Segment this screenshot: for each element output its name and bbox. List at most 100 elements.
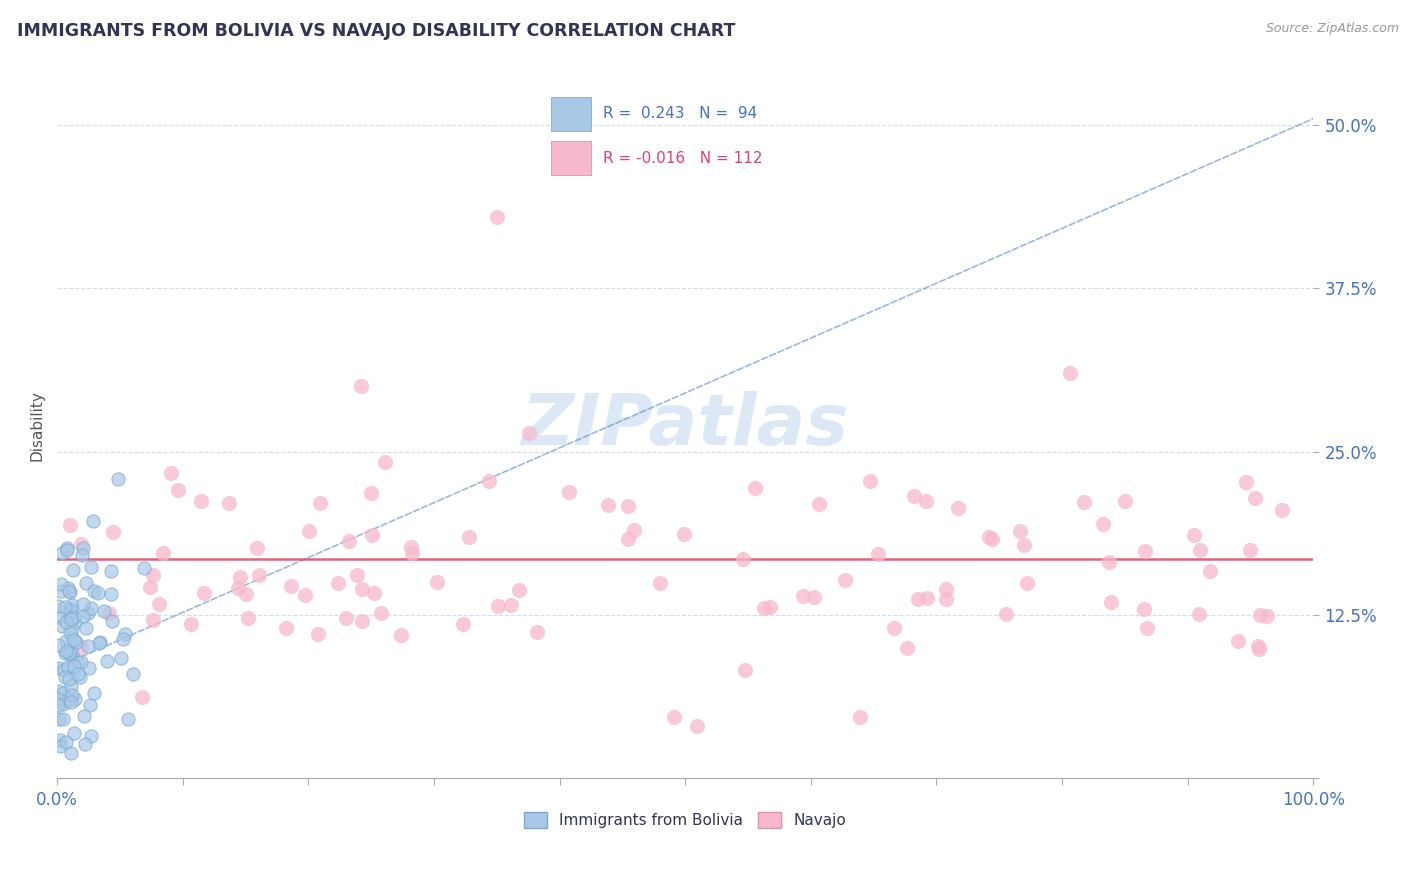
Point: [100, 565, 122, 579]
Point: [350, 379, 373, 393]
Point: [218, 496, 240, 510]
Point: [98, 606, 121, 620]
Point: [66, 655, 89, 669]
Point: [69, 640, 91, 654]
Point: [307, 626, 329, 640]
Point: [60, 631, 83, 645]
Point: [58, 672, 80, 686]
Point: [1239, 542, 1261, 557]
Point: [62, 666, 84, 681]
Point: [48, 609, 70, 624]
Point: [75, 576, 97, 591]
Point: [1098, 555, 1121, 569]
Point: [62, 563, 84, 577]
Point: [100, 587, 122, 601]
Point: [48, 684, 70, 698]
Point: [226, 581, 249, 595]
Point: [808, 497, 831, 511]
Point: [60, 599, 83, 613]
Point: [63, 691, 86, 706]
Point: [148, 597, 170, 611]
Point: [235, 587, 257, 601]
Point: [60, 622, 83, 636]
Point: [63, 659, 86, 673]
Point: [859, 474, 882, 488]
Point: [346, 568, 368, 582]
Point: [70, 548, 93, 562]
Point: [110, 650, 132, 665]
Point: [907, 592, 929, 607]
Point: [981, 532, 1004, 546]
Point: [1015, 575, 1038, 590]
Point: [557, 485, 579, 500]
Point: [59, 695, 82, 709]
Point: [73, 709, 96, 723]
Point: [426, 575, 449, 590]
Point: [326, 575, 349, 590]
Point: [335, 611, 357, 625]
Point: [866, 547, 889, 561]
Point: [792, 589, 814, 603]
Point: [96, 655, 118, 669]
Bar: [551, 97, 591, 131]
Point: [1132, 602, 1154, 616]
Point: [190, 493, 212, 508]
Point: [49, 584, 72, 599]
Point: [159, 466, 181, 480]
Point: [1010, 524, 1032, 538]
Point: [1114, 493, 1136, 508]
Point: [142, 613, 165, 627]
Point: [89, 634, 111, 648]
Point: [55, 643, 77, 657]
Point: [60, 688, 83, 702]
Point: [65, 615, 87, 629]
Point: [236, 611, 259, 625]
Point: [1247, 639, 1270, 653]
Point: [46, 599, 69, 614]
Point: [53, 663, 76, 677]
Point: [508, 582, 530, 597]
Point: [59, 517, 82, 532]
Point: [65, 635, 87, 649]
Point: [193, 586, 215, 600]
Text: IMMIGRANTS FROM BOLIVIA VS NAVAJO DISABILITY CORRELATION CHART: IMMIGRANTS FROM BOLIVIA VS NAVAJO DISABI…: [17, 22, 735, 40]
Point: [834, 574, 856, 588]
Point: [101, 525, 124, 540]
Point: [752, 601, 775, 615]
Point: [56, 581, 79, 595]
Point: [70, 656, 93, 670]
Point: [60, 746, 83, 760]
Point: [63, 609, 86, 624]
Point: [83, 583, 105, 598]
Point: [100, 614, 122, 628]
Point: [734, 663, 756, 677]
Point: [51, 618, 73, 632]
Point: [167, 483, 190, 497]
Point: [759, 599, 782, 614]
Point: [52, 686, 75, 700]
Point: [1234, 475, 1257, 490]
Point: [55, 633, 77, 648]
Point: [82, 514, 104, 528]
Point: [142, 568, 165, 582]
Point: [48, 691, 70, 706]
Point: [87, 636, 110, 650]
Point: [72, 609, 94, 624]
Point: [246, 541, 269, 555]
Point: [1271, 502, 1294, 516]
Point: [485, 210, 508, 224]
Point: [83, 686, 105, 700]
Text: ZIPatlas: ZIPatlas: [522, 391, 849, 460]
Point: [1092, 517, 1115, 532]
Point: [247, 568, 270, 582]
Point: [46, 638, 69, 652]
Point: [66, 666, 89, 681]
Point: [673, 526, 696, 541]
Point: [63, 632, 86, 647]
Point: [731, 551, 754, 566]
Point: [499, 598, 522, 612]
Point: [526, 624, 548, 639]
Point: [59, 679, 82, 693]
Point: [914, 494, 936, 508]
Point: [280, 579, 302, 593]
